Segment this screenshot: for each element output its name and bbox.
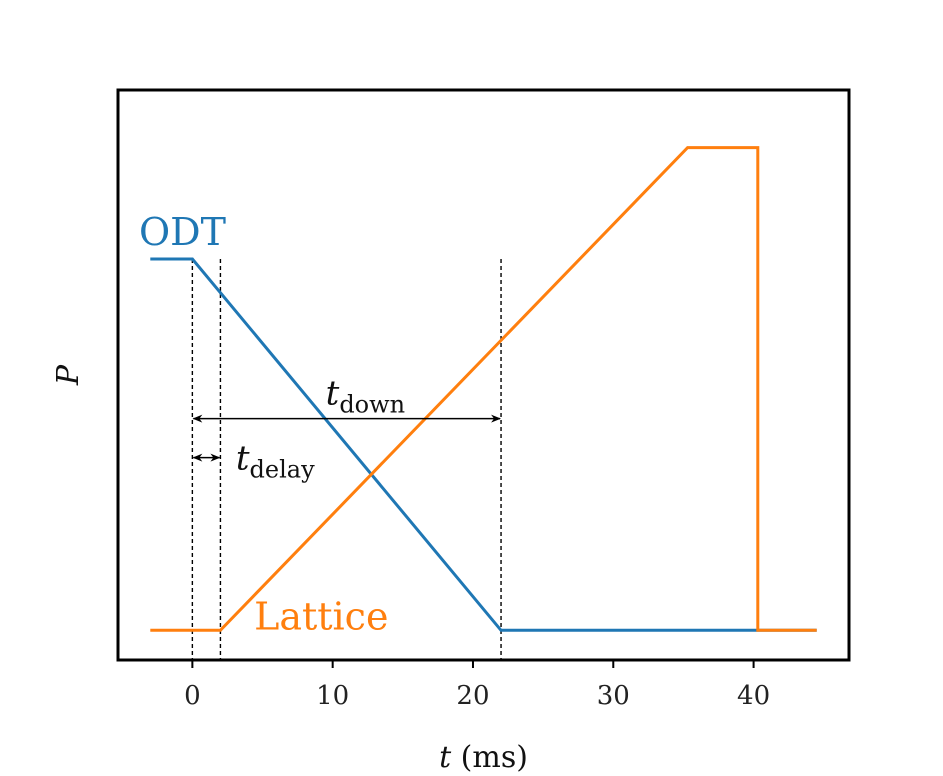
x-tick-label: 30 — [597, 681, 630, 711]
x-axis-label: t (ms) — [439, 740, 528, 775]
annotation-label-t-delay: tdelay — [236, 439, 315, 484]
x-tick-label: 0 — [184, 681, 201, 711]
y-axis-label: P — [51, 364, 86, 386]
annotation-sub: delay — [250, 456, 316, 484]
series-line-odt — [150, 257, 817, 632]
annotation-main: t — [236, 439, 250, 479]
series-line-lattice — [150, 146, 817, 632]
x-axis-label-unit: (ms) — [461, 740, 528, 775]
plot-frame — [116, 88, 851, 662]
series-label-odt: ODT — [139, 210, 226, 254]
annotation-label-t-down: tdown — [326, 374, 405, 419]
x-tick-label: 10 — [316, 681, 349, 711]
x-tick-label: 20 — [456, 681, 489, 711]
vertical-guide-lines — [191, 258, 502, 660]
x-axis-label-var: t — [439, 740, 452, 775]
series-label-lattice: Lattice — [254, 594, 388, 638]
annotation-main: t — [326, 374, 340, 414]
annotation-sub: down — [339, 391, 405, 419]
x-axis-ticks: 0 10 20 30 40 — [184, 660, 770, 711]
series-lines: ODT Lattice — [139, 146, 817, 638]
x-tick-label: 40 — [737, 681, 770, 711]
